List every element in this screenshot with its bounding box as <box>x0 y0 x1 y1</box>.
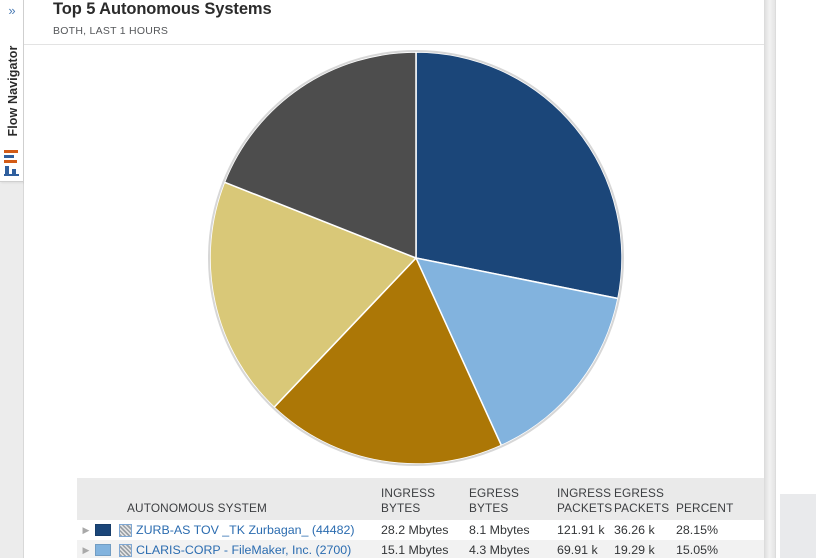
column-header-percent[interactable]: PERCENT <box>676 500 734 515</box>
column-header-egress-packets[interactable]: EGRESS PACKETS <box>614 486 676 520</box>
chevrons-right-icon[interactable]: » <box>8 3 16 18</box>
cell-egress-packets: 36.26 k <box>614 523 655 537</box>
header-divider <box>24 44 816 45</box>
column-header-ingress-packets-line1: INGRESS <box>557 486 612 500</box>
cell-percent: 15.05% <box>676 543 719 557</box>
table-body: ▶ ZURB-AS TOV _TK Zurbagan_ (44482) 28.2 M… <box>77 520 787 558</box>
cell-egress-bytes: 8.1 Mbytes <box>469 523 530 537</box>
pie-border <box>208 50 624 466</box>
cell-ingress-packets: 69.91 k <box>557 543 598 557</box>
right-gutter <box>776 0 816 558</box>
column-header-autonomous-system[interactable]: AUTONOMOUS SYSTEM <box>127 500 267 515</box>
column-header-ingress-bytes-line2: BYTES <box>381 500 421 515</box>
pie-slice[interactable] <box>223 51 417 260</box>
flow-navigator-rail: » Flow Navigator <box>0 0 24 558</box>
cell-ingress-bytes: 28.2 Mbytes <box>381 523 449 537</box>
column-header-egress-packets-line2: PACKETS <box>614 500 670 515</box>
column-header-ingress-bytes[interactable]: INGRESS BYTES <box>381 486 469 520</box>
chart-area <box>53 45 787 471</box>
cell-autonomous-system[interactable]: ▶ CLARIS-CORP - FileMaker, Inc. (2700) <box>77 540 381 558</box>
autonomous-systems-table: AUTONOMOUS SYSTEM INGRESS BYTES EGRESS B… <box>77 478 787 558</box>
pie-chart[interactable] <box>206 48 626 468</box>
autonomous-system-icon <box>119 543 132 557</box>
cell-ingress-bytes: 15.1 Mbytes <box>381 543 449 557</box>
pie-slice[interactable] <box>209 181 418 409</box>
flow-navigator-label[interactable]: Flow Navigator <box>6 45 20 137</box>
column-header-egress-bytes-line2: BYTES <box>469 500 509 515</box>
widget-header: Top 5 Autonomous Systems BOTH, LAST 1 HO… <box>24 0 816 44</box>
bottom-right-corner-box <box>780 494 816 558</box>
cell-percent: 28.15% <box>676 523 719 537</box>
autonomous-system-icon <box>119 523 132 537</box>
cell-egress-bytes: 4.3 Mbytes <box>469 543 530 557</box>
table-row[interactable]: ▶ CLARIS-CORP - FileMaker, Inc. (2700) 15.… <box>77 540 787 558</box>
expand-row-triangle-icon[interactable]: ▶ <box>82 525 90 535</box>
pie-slice[interactable] <box>415 51 623 300</box>
page-title: Top 5 Autonomous Systems <box>53 0 272 18</box>
widget-subtitle: BOTH, LAST 1 HOURS <box>53 25 169 37</box>
column-header-egress-packets-line1: EGRESS <box>614 486 665 500</box>
series-color-swatch <box>95 544 111 556</box>
autonomous-system-link[interactable]: CLARIS-CORP - FileMaker, Inc. (2700) <box>136 543 352 557</box>
expand-row-triangle-icon[interactable]: ▶ <box>82 545 90 555</box>
chart-thumbnail-icon <box>3 150 21 176</box>
pie-slice[interactable] <box>272 256 503 465</box>
vertical-scrollbar[interactable] <box>764 0 776 558</box>
cell-egress-packets: 19.29 k <box>614 543 655 557</box>
column-header-egress-bytes-line1: EGRESS <box>469 486 520 500</box>
cell-ingress-packets: 121.91 k <box>557 523 605 537</box>
column-header-ingress-packets-line2: PACKETS <box>557 500 613 515</box>
pie-chart-svg[interactable] <box>206 48 626 468</box>
pie-slice[interactable] <box>414 256 619 447</box>
series-color-swatch <box>95 524 111 536</box>
column-header-egress-bytes[interactable]: EGRESS BYTES <box>469 486 557 520</box>
table-row[interactable]: ▶ ZURB-AS TOV _TK Zurbagan_ (44482) 28.2 M… <box>77 520 787 540</box>
column-header-ingress-bytes-line1: INGRESS <box>381 486 436 500</box>
autonomous-system-link[interactable]: ZURB-AS TOV _TK Zurbagan_ (44482) <box>136 523 355 537</box>
widget-panel: Top 5 Autonomous Systems BOTH, LAST 1 HO… <box>24 0 816 558</box>
pie-slices[interactable] <box>209 51 623 465</box>
column-header-ingress-packets[interactable]: INGRESS PACKETS <box>557 486 614 520</box>
cell-autonomous-system[interactable]: ▶ ZURB-AS TOV _TK Zurbagan_ (44482) <box>77 520 381 540</box>
table-header-row: AUTONOMOUS SYSTEM INGRESS BYTES EGRESS B… <box>77 478 787 520</box>
